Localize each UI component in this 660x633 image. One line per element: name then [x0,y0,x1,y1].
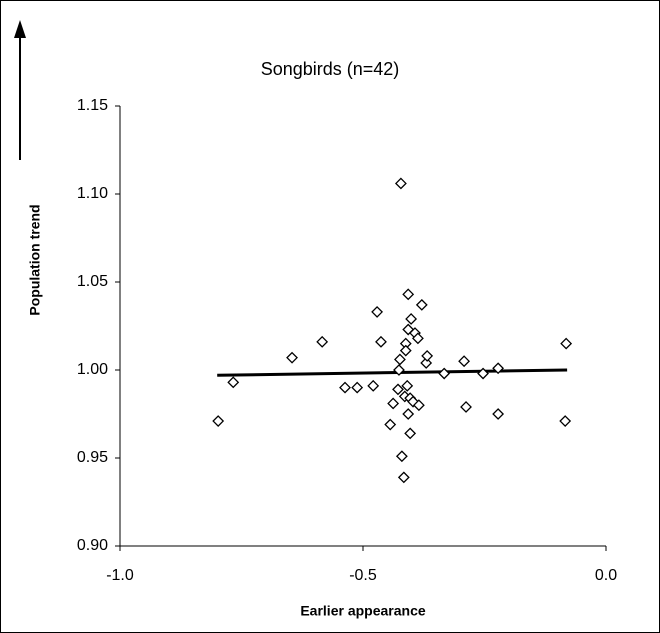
point [415,298,428,311]
y-tick-label: 1.05 [77,273,108,290]
point [460,401,472,413]
point [404,427,417,440]
point [227,376,240,389]
y-tick-label: 1.10 [77,185,108,202]
point [351,381,364,394]
point [212,415,225,427]
chart-title: Songbirds (n=42) [261,59,400,79]
point [399,344,412,357]
x-tick-label: 0.0 [595,567,617,584]
point [339,381,351,394]
point [411,332,424,345]
trendline [217,368,568,377]
point [387,397,400,410]
point [384,418,397,431]
point [375,335,387,348]
point [560,337,573,350]
point [438,367,451,380]
arrow-head [14,20,26,38]
point [394,353,406,366]
y-tick-label: 0.90 [77,537,108,554]
y-tick-label: 0.95 [77,449,108,466]
point [393,364,405,376]
point [492,408,505,420]
point [316,335,329,348]
point [402,288,415,301]
point [420,357,433,369]
point [397,471,410,484]
point [371,306,384,318]
point [421,350,434,362]
point [412,399,425,412]
x-tick-label: -0.5 [349,567,377,584]
y-tick-label: 1.15 [77,97,108,114]
point [367,379,380,392]
point [286,351,298,364]
point [405,313,418,325]
x-axis-title: Earlier appearance [300,603,426,619]
y-axis-title: Population trend [27,204,43,315]
point [492,362,505,375]
x-tick-label: -1.0 [106,567,134,584]
point [394,177,407,190]
point [458,355,471,368]
point [395,450,408,463]
point [477,367,489,380]
y-tick-label: 1.00 [77,361,108,378]
point [559,415,572,427]
point [402,408,415,420]
point [401,379,414,392]
point [392,383,404,396]
